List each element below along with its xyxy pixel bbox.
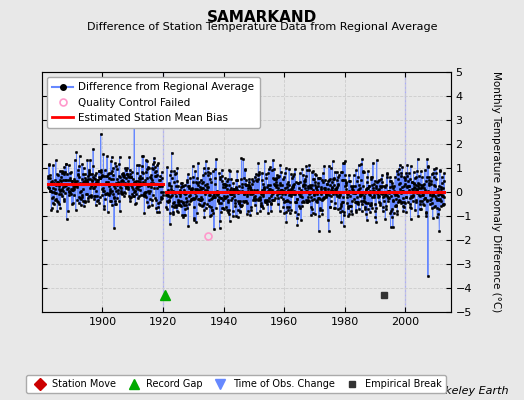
Y-axis label: Monthly Temperature Anomaly Difference (°C): Monthly Temperature Anomaly Difference (… — [492, 71, 501, 313]
Text: Difference of Station Temperature Data from Regional Average: Difference of Station Temperature Data f… — [87, 22, 437, 32]
Text: SAMARKAND: SAMARKAND — [207, 10, 317, 25]
Legend: Station Move, Record Gap, Time of Obs. Change, Empirical Break: Station Move, Record Gap, Time of Obs. C… — [26, 375, 446, 393]
Text: Berkeley Earth: Berkeley Earth — [426, 386, 508, 396]
Legend: Difference from Regional Average, Quality Control Failed, Estimated Station Mean: Difference from Regional Average, Qualit… — [47, 77, 259, 128]
